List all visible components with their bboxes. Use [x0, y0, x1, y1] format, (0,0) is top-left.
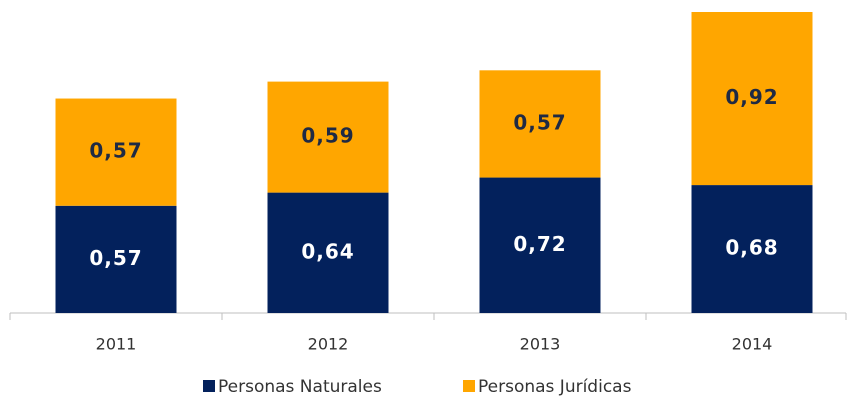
data-label: 0,64 — [301, 239, 354, 263]
data-label: 0,57 — [89, 139, 142, 163]
legend-swatch — [463, 380, 475, 392]
data-label: 0,72 — [513, 232, 566, 256]
bar-segment — [691, 185, 813, 313]
bar-segment — [479, 70, 601, 178]
x-tick-label: 2012 — [308, 335, 349, 354]
legend-label: Personas Jurídicas — [478, 377, 632, 397]
bar-segment — [479, 177, 601, 313]
data-label: 0,68 — [725, 236, 778, 260]
legend-label: Personas Naturales — [218, 377, 382, 397]
data-label: 0,92 — [725, 85, 778, 109]
data-label: 0,57 — [513, 110, 566, 134]
bar-segment — [55, 205, 177, 313]
bar-segment — [691, 12, 813, 186]
category-ticks — [9, 313, 847, 320]
legend-swatch — [203, 380, 215, 392]
x-tick-label: 2014 — [732, 335, 773, 354]
bar-segment — [267, 192, 389, 313]
x-tick-label: 2011 — [96, 335, 137, 354]
x-tick-label: 2013 — [520, 335, 561, 354]
bar-segment — [55, 98, 177, 206]
data-label: 0,57 — [89, 246, 142, 270]
data-label: 0,59 — [301, 124, 354, 148]
bar-segment — [267, 81, 389, 193]
